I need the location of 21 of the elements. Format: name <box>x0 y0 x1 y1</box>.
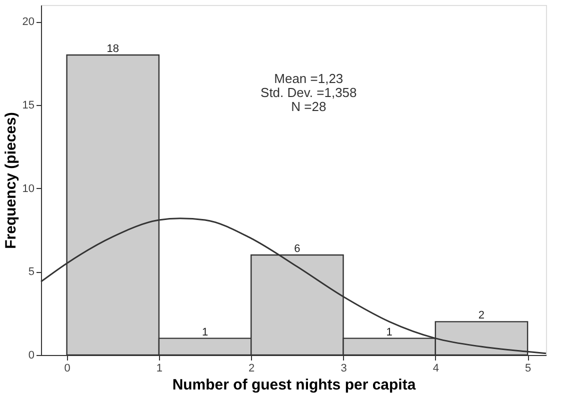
x-tick-label: 0 <box>64 362 70 374</box>
data-label: 6 <box>294 243 300 255</box>
data-label: 1 <box>386 326 392 338</box>
y-tick-label: 10 <box>22 182 34 195</box>
y-tick-label: 15 <box>22 100 34 112</box>
x-tick-label: 1 <box>156 362 163 374</box>
y-tick-label: 5 <box>28 266 34 278</box>
x-tick-label: 4 <box>432 362 439 374</box>
annotation: Mean =1,23 <box>274 71 344 86</box>
x-tick-label: 2 <box>248 362 255 374</box>
x-axis-title: Number of guest nights per capita <box>172 376 416 394</box>
data-label: 1 <box>202 326 208 338</box>
y-axis-title: Frequency (pieces) <box>2 112 20 249</box>
data-label: 2 <box>478 310 485 322</box>
x-tick-label: 5 <box>525 362 532 374</box>
annotation: Std. Dev. =1,358 <box>260 85 357 100</box>
x-tick-label: 3 <box>340 362 347 374</box>
y-tick-label: 0 <box>28 350 34 362</box>
annotation: N =28 <box>291 99 326 114</box>
data-label: 18 <box>106 43 120 55</box>
y-tick-label: 20 <box>22 16 34 28</box>
